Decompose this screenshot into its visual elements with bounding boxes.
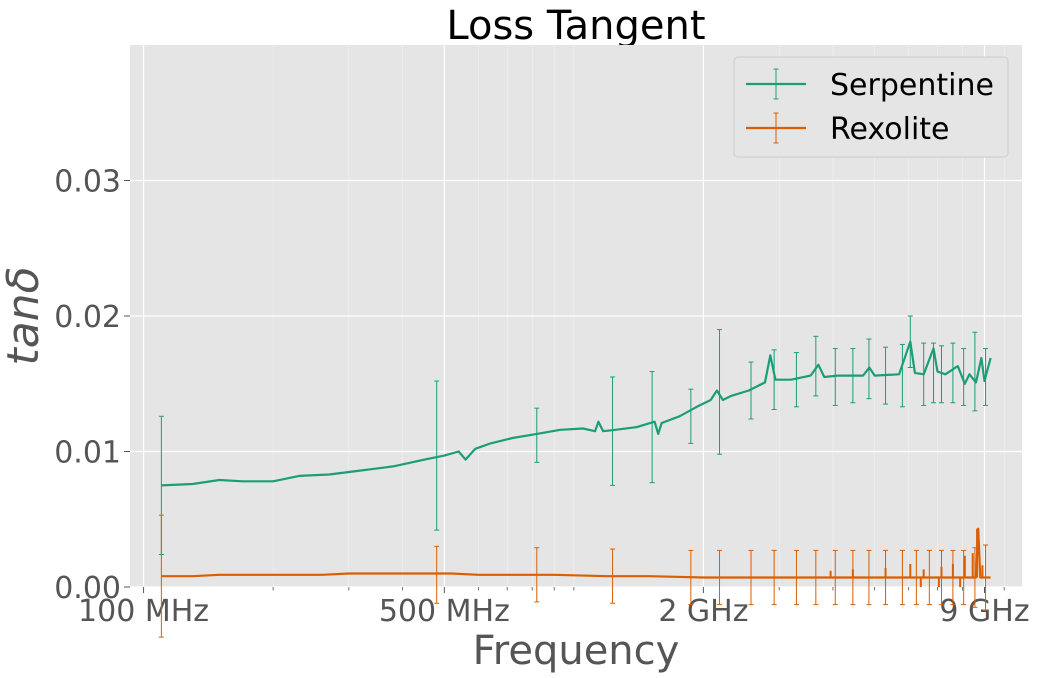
y-axis-label: tanδ — [0, 266, 49, 365]
axis-ticks: 100 MHz 500 MHz 2 GHz 9 GHz 0.00 0.01 0.02 0.03 — [54, 165, 1029, 630]
y-tick-label: 0.02 — [54, 300, 121, 335]
legend: Serpentine Rexolite — [733, 56, 1009, 158]
y-tick-label: 0.00 — [54, 571, 121, 606]
x-axis-label: Frequency — [473, 628, 680, 674]
rexolite-line — [161, 527, 991, 579]
y-tick-label: 0.03 — [54, 165, 121, 200]
series-layer — [158, 315, 992, 638]
chart-title: Loss Tangent — [446, 3, 705, 49]
x-tick-label: 500 MHz — [379, 594, 510, 629]
serpentine-series — [158, 315, 992, 555]
y-tick-label: 0.01 — [54, 436, 121, 471]
serpentine-line — [161, 340, 992, 487]
rexolite-series — [158, 514, 991, 638]
x-tick-label: 2 GHz — [658, 594, 748, 629]
serpentine-legend-label: Serpentine — [830, 68, 994, 103]
x-tick-label: 9 GHz — [939, 594, 1029, 629]
legend-box — [733, 56, 1009, 158]
rexolite-legend-label: Rexolite — [830, 112, 950, 147]
x-tick-label: 100 MHz — [78, 594, 209, 629]
